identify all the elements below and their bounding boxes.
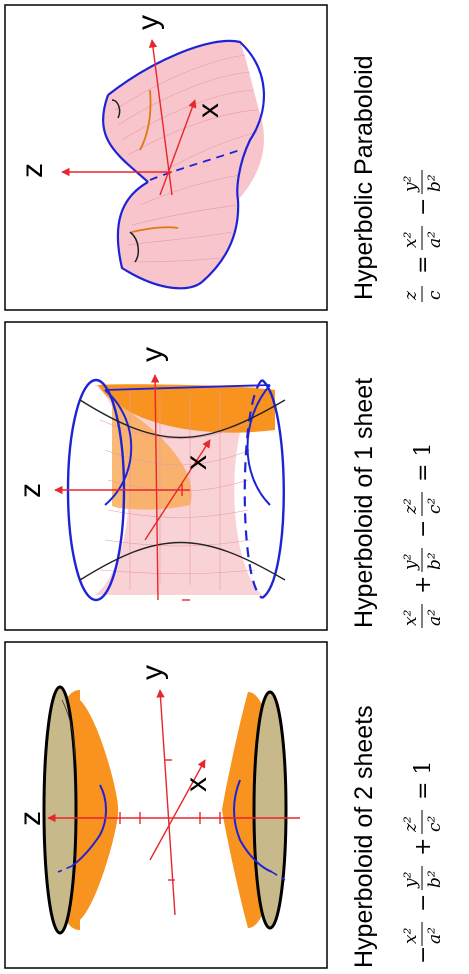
z-axis-label: z <box>14 811 47 826</box>
panel-hyperboloid-one-sheet: z y x Hyperboloid of 1 sheet x² a² + y² … <box>4 321 445 631</box>
saddle-trace-orange-2 <box>131 226 179 233</box>
panel-hyperboloid-two-sheets: z y x Hyperboloid of 2 sheets − x² a² − … <box>4 641 445 969</box>
eq-t3-num: z² <box>401 498 421 515</box>
y-axis-label: y <box>132 15 165 30</box>
saddle-edge-left <box>102 94 149 183</box>
eq-lhs-den: c <box>425 290 445 300</box>
eq-t2-num: y² <box>401 175 421 193</box>
eq-op1: + <box>411 576 436 594</box>
x-axis <box>144 439 211 541</box>
saddle-hidden-edge <box>149 149 241 181</box>
hyperbola-top-left <box>104 389 133 506</box>
saddle-surface <box>103 40 264 289</box>
equation: z c = x² a² − y² b² <box>401 170 445 302</box>
sheet-right-trace <box>233 779 273 873</box>
eq-t3-den: c² <box>425 815 445 832</box>
saddle-trace-dark-2 <box>129 231 140 263</box>
sheet-right-rim <box>252 690 288 930</box>
x-axis-label: x <box>180 777 213 792</box>
eq-lhs-num: z <box>401 290 421 301</box>
trace-black-top <box>79 399 286 439</box>
saddle-trace-orange-1 <box>139 89 152 151</box>
z-axis-label: z <box>16 163 49 178</box>
ellipse-top-end-front <box>261 379 285 600</box>
eq-t1-den: a² <box>425 609 445 626</box>
eq-t2-den: b² <box>425 552 445 570</box>
saddle-edge-bottom <box>116 181 203 290</box>
axes-one-sheet <box>54 374 211 601</box>
axes-two-sheets <box>47 689 300 916</box>
hyperbola-top-right <box>246 384 271 506</box>
eq-t1-num: x² <box>401 231 421 248</box>
sheet-left-rim <box>42 685 78 935</box>
sheet-right-trace-hidden <box>271 871 286 881</box>
eq-t2-num: y² <box>401 871 421 889</box>
eq-op2: + <box>411 838 436 856</box>
trace-black-bottom <box>79 541 286 581</box>
sheet-left-mesh <box>61 699 76 761</box>
axes-paraboloid <box>61 39 197 196</box>
panel-title: Hyperbolic Paraboloid <box>350 55 378 300</box>
eq-t2-den: b² <box>425 174 445 192</box>
sheet-left-trace-hidden <box>57 865 73 873</box>
ellipse-top-end-back <box>243 379 263 599</box>
equation: x² a² + y² b² − z² c² = 1 <box>401 443 445 628</box>
y-axis-label: y <box>136 347 169 362</box>
eq-sign: − <box>411 946 436 964</box>
panel-title: Hyperboloid of 2 sheets <box>350 705 378 968</box>
saddle-trace-dark <box>111 99 121 119</box>
equation: − x² a² − y² b² + z² c² = 1 <box>401 761 445 964</box>
y-axis <box>150 374 160 601</box>
cut-region-top <box>98 384 275 433</box>
eq-equals: = <box>411 256 436 274</box>
eq-t1-den: a² <box>425 231 445 248</box>
y-axis <box>148 39 173 196</box>
x-axis <box>159 99 197 196</box>
eq-t1-num: x² <box>401 609 421 626</box>
y-axis-label: y <box>136 665 169 680</box>
eq-t2-den: b² <box>425 870 445 888</box>
y-axis <box>156 689 176 916</box>
eq-equals-one: = 1 <box>411 761 436 800</box>
panel-hyperbolic-paraboloid: z y x Hyperbolic Paraboloid z c = x² a² … <box>4 4 445 311</box>
eq-t3-den: c² <box>425 497 445 514</box>
eq-t1-den: a² <box>425 927 445 944</box>
eq-op1: − <box>411 894 436 912</box>
saddle-edge-right <box>107 39 266 283</box>
eq-t3-num: z² <box>401 816 421 833</box>
x-axis-label: x <box>180 455 213 470</box>
cut-line <box>104 384 271 391</box>
eq-equals-one: = 1 <box>411 443 436 482</box>
eq-t1-num: x² <box>401 927 421 944</box>
panel-title: Hyperboloid of 1 sheet <box>350 378 378 628</box>
eq-op: − <box>411 198 436 216</box>
x-axis <box>149 759 206 861</box>
eq-op2: − <box>411 520 436 538</box>
z-axis-label: z <box>14 483 47 498</box>
eq-t2-num: y² <box>401 553 421 571</box>
sheet-left-trace <box>71 784 107 867</box>
x-axis-label: x <box>192 103 225 118</box>
